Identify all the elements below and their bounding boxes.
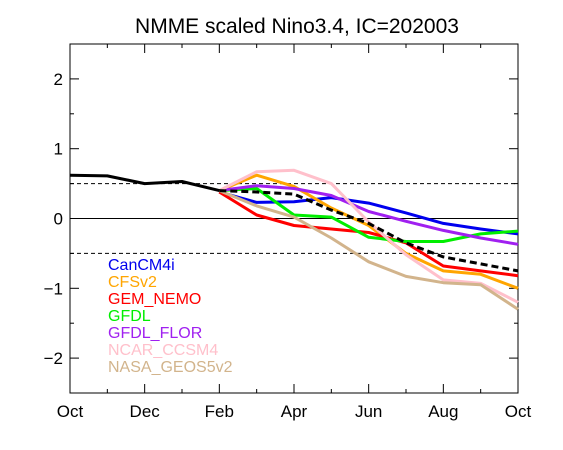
y-tick-label: 2 — [54, 70, 63, 89]
legend-label-gfdl: GFDL — [108, 308, 151, 325]
plot-area: 2 1 0 −1 −2 Oct Dec Feb Apr Jun Aug Oct CanCM4iCFSv2… — [44, 43, 532, 421]
chart-title: NMME scaled Nino3.4, IC=202003 — [135, 15, 459, 38]
legend-label-nasa-geos5v2: NASA_GEOS5v2 — [108, 359, 233, 376]
observed-line — [69, 173, 220, 193]
legend-label-gfdl-flor: GFDL_FLOR — [108, 325, 202, 342]
y-tick-label: 0 — [54, 210, 63, 229]
series-line-cancm4i — [218, 190, 519, 236]
x-tick-label: Feb — [205, 402, 234, 421]
series-line-gem-nemo — [218, 190, 519, 278]
legend-label-cancm4i: CanCM4i — [108, 257, 175, 274]
series-line-gfdl-flor — [219, 184, 519, 246]
x-tick-label: Dec — [130, 402, 161, 421]
y-tick-label: −1 — [44, 279, 63, 298]
series-line-nasa-geos5v2 — [218, 189, 519, 311]
legend-label-ncar-ccsm4: NCAR_CCSM4 — [108, 342, 218, 359]
ensemble-mean-line — [219, 189, 519, 273]
x-tick-label: Aug — [428, 402, 458, 421]
series-line-cfsv2 — [218, 173, 519, 290]
x-tick-label: Oct — [505, 402, 532, 421]
x-tick-label: Oct — [57, 402, 84, 421]
x-tick-label: Jun — [355, 402, 382, 421]
y-tick-label: 1 — [54, 140, 63, 159]
x-tick-label: Apr — [281, 402, 308, 421]
legend-label-cfsv2: CFSv2 — [108, 274, 157, 291]
y-tick-label: −2 — [44, 349, 63, 368]
legend-label-gem-nemo: GEM_NEMO — [108, 291, 201, 308]
